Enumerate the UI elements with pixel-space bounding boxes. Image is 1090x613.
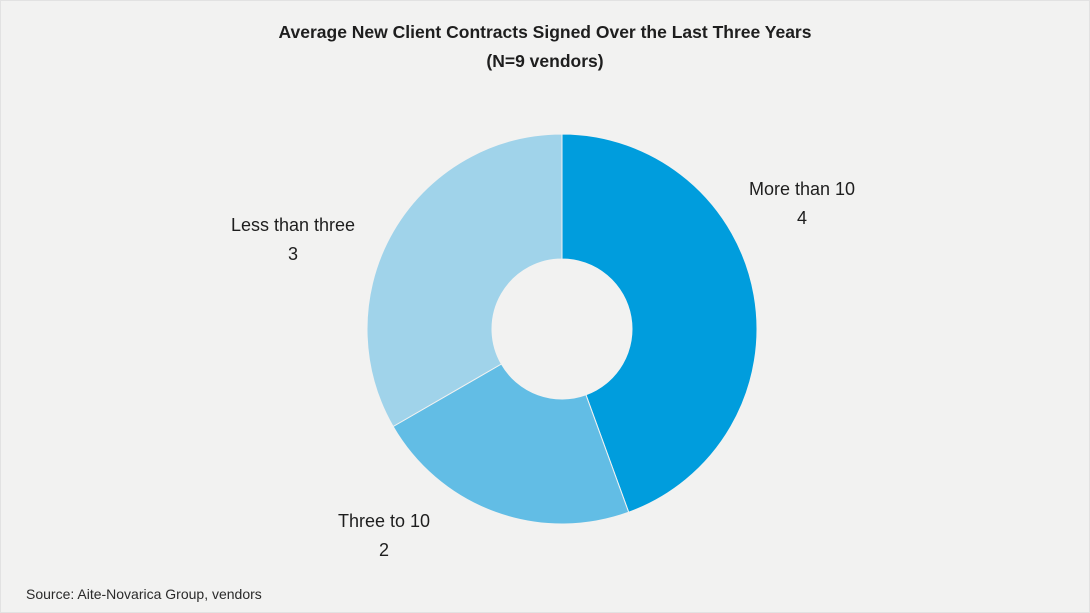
slice-value-label: 4 — [797, 208, 807, 228]
slice-label: Less than three — [231, 215, 355, 235]
chart-subtitle: (N=9 vendors) — [486, 51, 604, 71]
source-note: Source: Aite-Novarica Group, vendors — [26, 586, 262, 602]
slice-value-label: 2 — [379, 540, 389, 560]
slice-label: More than 10 — [749, 179, 855, 199]
slice-more-than-10 — [561, 133, 758, 513]
slice-less-than-three — [366, 133, 563, 428]
chart-title: Average New Client Contracts Signed Over… — [278, 22, 812, 42]
slice-three-to-10 — [392, 363, 630, 525]
slice-label: Three to 10 — [338, 511, 430, 531]
slice-value-label: 3 — [288, 244, 298, 264]
